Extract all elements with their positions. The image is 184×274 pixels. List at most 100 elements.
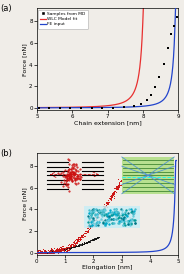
Point [67, 242, 70, 247]
Point [116, 185, 119, 189]
Point [55, 248, 58, 253]
Point [83, 231, 86, 235]
Point [90, 223, 93, 227]
Point [112, 195, 115, 200]
Point [54, 249, 57, 253]
Point [64, 247, 67, 251]
Point [75, 244, 78, 248]
Point [82, 233, 85, 237]
Point [40, 249, 43, 253]
Point [57, 249, 60, 253]
Point [77, 243, 80, 247]
Point [48, 247, 51, 252]
Point [117, 182, 120, 187]
Point [73, 244, 76, 248]
Point [55, 249, 58, 254]
Point [36, 250, 39, 255]
Point [41, 250, 44, 254]
Point [101, 207, 104, 211]
Point [58, 249, 61, 253]
Point [90, 222, 93, 226]
Point [62, 247, 65, 252]
Point [79, 237, 82, 241]
Point [87, 239, 90, 244]
Point [60, 248, 63, 252]
Point [47, 250, 50, 254]
Point [131, 163, 134, 167]
Point [107, 201, 109, 206]
Point [63, 247, 66, 252]
Point [75, 238, 78, 242]
Point [175, 15, 178, 19]
Point [55, 249, 58, 253]
Point [39, 250, 42, 255]
Point [62, 246, 65, 250]
Point [62, 247, 65, 251]
Point [98, 210, 101, 215]
Point [129, 163, 132, 167]
Point [91, 237, 94, 242]
Point [94, 236, 97, 241]
Point [41, 250, 44, 255]
Point [70, 244, 73, 248]
Point [42, 250, 45, 254]
Point [95, 236, 98, 241]
Point [97, 235, 100, 239]
Point [56, 249, 59, 253]
Point [104, 201, 107, 206]
Point [77, 237, 80, 241]
Point [121, 175, 124, 179]
Point [83, 231, 86, 236]
Point [77, 242, 80, 247]
Point [121, 178, 124, 182]
Point [39, 250, 42, 255]
Point [72, 245, 75, 249]
Point [105, 204, 107, 208]
Point [88, 239, 91, 244]
Point [91, 221, 94, 225]
Point [36, 249, 39, 253]
Point [77, 238, 80, 243]
Point [56, 249, 59, 253]
Point [75, 240, 78, 244]
Point [68, 247, 71, 251]
Point [56, 249, 59, 254]
Point [78, 237, 81, 241]
Point [70, 246, 72, 250]
Point [68, 245, 71, 249]
Point [90, 225, 93, 229]
Point [111, 191, 114, 195]
Point [87, 239, 90, 243]
Point [79, 233, 82, 238]
Point [112, 105, 114, 110]
Point [62, 246, 65, 250]
Point [124, 171, 127, 175]
Point [68, 245, 71, 250]
Point [102, 204, 105, 209]
Point [90, 238, 93, 242]
Point [55, 247, 58, 251]
Point [86, 239, 89, 244]
Point [46, 250, 49, 254]
Point [101, 207, 104, 211]
Point [64, 249, 67, 254]
Point [73, 244, 76, 248]
Point [93, 218, 96, 222]
Point [39, 250, 42, 255]
Point [43, 250, 46, 255]
Y-axis label: Force [nN]: Force [nN] [23, 187, 28, 220]
Point [158, 74, 161, 79]
Point [78, 237, 81, 241]
Point [69, 246, 72, 250]
Point [102, 205, 105, 210]
Point [107, 198, 110, 203]
Point [87, 240, 90, 244]
Point [47, 250, 49, 254]
Point [54, 249, 56, 253]
Point [116, 187, 119, 191]
Point [61, 246, 64, 250]
Point [49, 250, 52, 254]
Point [117, 181, 120, 185]
Point [113, 190, 116, 194]
Point [39, 250, 42, 254]
